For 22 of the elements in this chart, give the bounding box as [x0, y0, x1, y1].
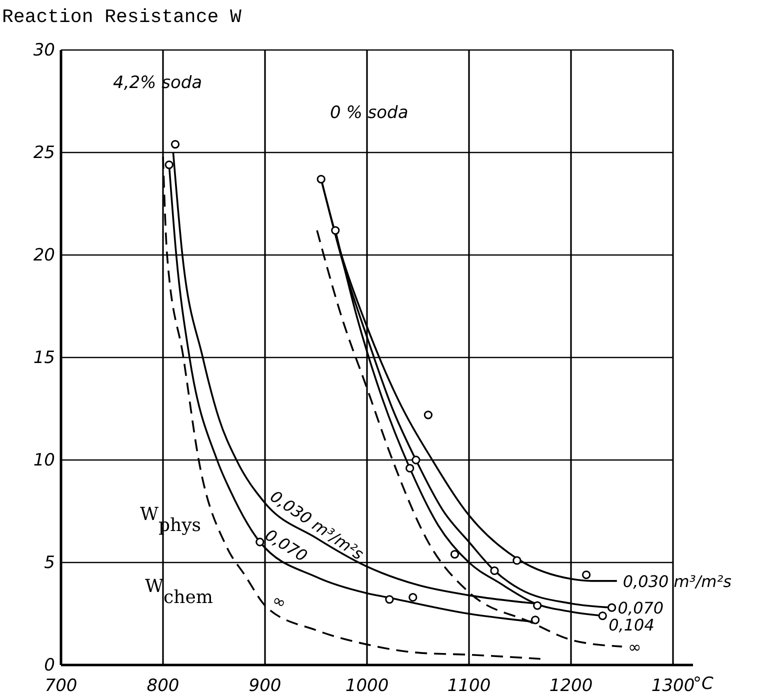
- x-tick-label: 900: [248, 676, 282, 696]
- series-label: 0,030 m³/m²s: [622, 572, 732, 591]
- x-tick-label: 800: [146, 676, 180, 696]
- y-tick-label: 5: [44, 552, 55, 573]
- y-tick-label: 10: [33, 450, 55, 470]
- y-tick-label: 30: [33, 40, 55, 60]
- y-tick-label: 15: [33, 348, 55, 368]
- text: ∞: [269, 590, 290, 613]
- x-tick-label: 1100: [447, 676, 491, 696]
- y-axis-title: Reaction Resistance W: [2, 6, 242, 28]
- series-label: 0,070: [618, 598, 664, 618]
- x-tick-label: 1200: [549, 676, 593, 696]
- series-label: ∞: [628, 638, 642, 657]
- y-tick-label: 20: [33, 245, 55, 266]
- y-tick-label: 25: [33, 142, 55, 163]
- y-tick-label: 0: [44, 655, 55, 676]
- x-axis-title: °C: [693, 674, 714, 694]
- x-tick-label: 1000: [345, 676, 389, 696]
- x-tick-label: 700: [44, 676, 78, 696]
- x-tick-label: 1300: [651, 676, 695, 696]
- series-label: 0,104: [608, 616, 654, 635]
- annotation: 0 % soda: [330, 103, 408, 123]
